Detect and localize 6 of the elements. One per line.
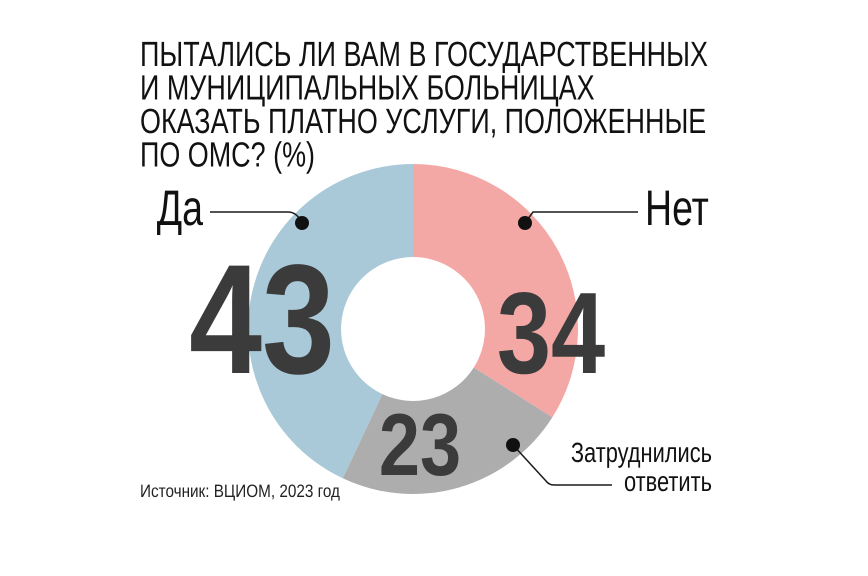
slice-label: Затруднились ответить <box>570 437 712 498</box>
slice-label: Нет <box>645 180 709 236</box>
text: Источник: ВЦИОМ, 2023 год <box>140 480 340 502</box>
data-label: 23 <box>378 396 462 494</box>
data-label: 34 <box>496 268 606 398</box>
chart-title: ПЫТАЛИСЬ ЛИ ВАМ В ГОСУДАРСТВЕННЫХ И МУНИЦИПАЛЬНЫХ БОЛЬНИЦАХ ОКАЗАТЬ ПЛАТНО УСЛУГИ, ПОЛОЖЕННЫЕ ПО ОМС? (%) <box>140 34 708 174</box>
